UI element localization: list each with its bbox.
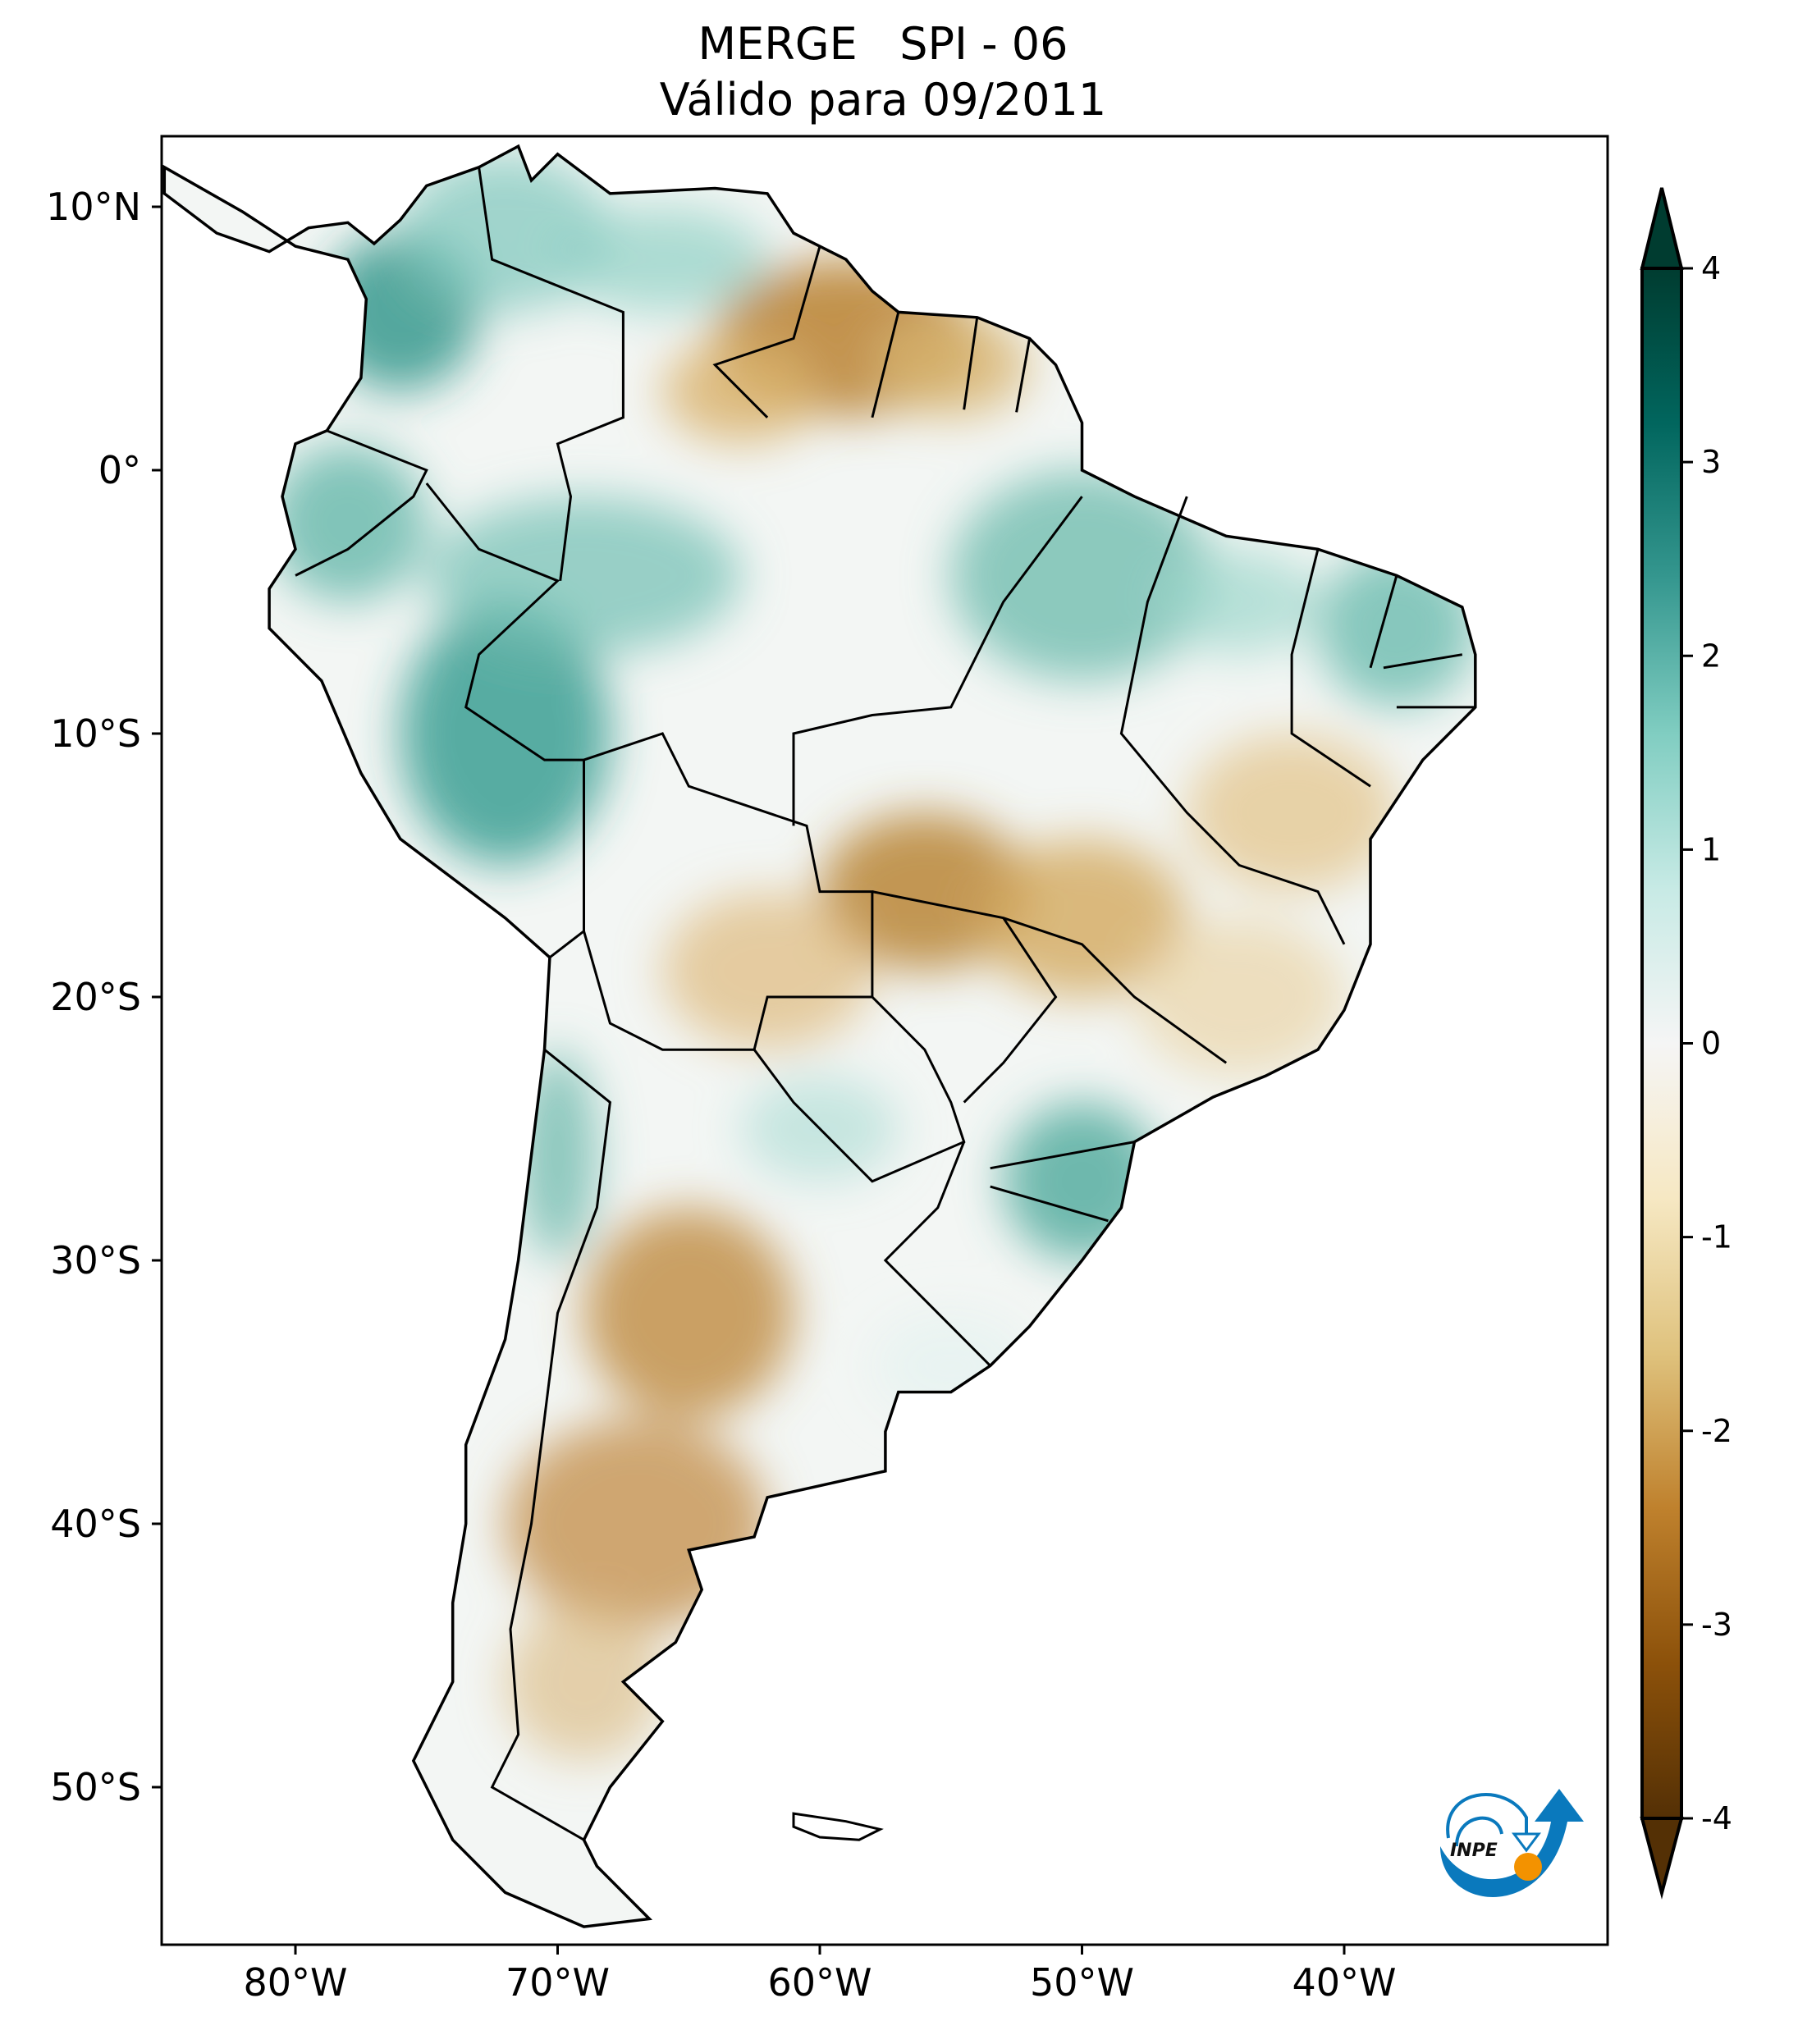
spi-anomaly-region <box>1187 734 1398 892</box>
logo-text: INPE <box>1450 1841 1498 1861</box>
country-border <box>990 1185 1109 1223</box>
chart-subtitle: Válido para 09/2011 <box>660 74 1106 126</box>
colorbar-tick-label: 2 <box>1701 638 1721 674</box>
x-tick-label: 80°W <box>243 1960 347 2005</box>
spi-anomaly-region <box>583 1208 794 1419</box>
y-axis: 10°N 0° 10°S 20°S 30°S 40°S 50°S <box>46 185 162 1809</box>
falkland-islands <box>792 1812 884 1841</box>
x-tick-label: 60°W <box>767 1960 872 2005</box>
country-border <box>1369 574 1398 669</box>
country-border <box>478 167 624 581</box>
colorbar-tick-label: -3 <box>1701 1607 1732 1643</box>
spi-anomaly-region <box>400 154 611 313</box>
colorbar-tick-label: -1 <box>1701 1219 1732 1255</box>
spi-anomaly-region <box>1160 549 1319 655</box>
country-border <box>963 317 979 410</box>
country-border <box>425 482 585 958</box>
country-border <box>1119 496 1346 945</box>
y-tick-label: 40°S <box>50 1502 141 1546</box>
inpe-logo: INPE <box>1440 1789 1584 1897</box>
coastline <box>162 144 1477 1928</box>
spi-anomaly-region <box>557 207 768 313</box>
colorbar-tick-label: -4 <box>1701 1800 1732 1836</box>
country-border <box>792 496 1083 826</box>
x-tick-label: 50°W <box>1030 1960 1134 2005</box>
x-tick-label: 40°W <box>1292 1960 1396 2005</box>
spi-anomaly-region <box>426 496 742 655</box>
plot-frame <box>160 135 1609 1946</box>
x-axis: 80°W 70°W 60°W 50°W 40°W <box>243 1945 1397 2005</box>
y-tick-label: 30°S <box>50 1238 141 1283</box>
country-border <box>295 429 428 577</box>
spi-anomaly-region <box>268 444 427 602</box>
y-tick-label: 0° <box>98 448 141 492</box>
chart-title: MERGE SPI - 06 <box>698 18 1068 70</box>
colorbar-tick-label: 1 <box>1701 831 1721 867</box>
x-tick-label: 70°W <box>506 1960 610 2005</box>
country-border <box>883 1141 991 1367</box>
colorbar-extend-min <box>1640 1817 1684 1900</box>
country-border <box>712 245 821 418</box>
spi-anomaly-region <box>1134 918 1345 1076</box>
country-borders <box>295 167 1475 1841</box>
country-border <box>871 312 900 418</box>
colorbar-gradient <box>1640 267 1683 1820</box>
country-border <box>963 917 1058 1104</box>
country-border <box>872 890 1228 1064</box>
colorbar-tick-label: 3 <box>1701 444 1721 480</box>
colorbar: 4 3 2 1 0 -1 -2 -3 -4 <box>1640 187 1732 1900</box>
spi-anomaly-region <box>662 891 873 1049</box>
spi-anomaly-region <box>950 470 1214 681</box>
y-tick-label: 50°S <box>50 1765 141 1809</box>
map-plot-area <box>160 135 1609 1946</box>
y-tick-label: 10°N <box>46 185 141 229</box>
spi-anomaly-region <box>505 1603 663 1761</box>
spi-anomaly-region <box>872 312 1030 418</box>
country-border <box>1383 653 1463 670</box>
country-border <box>990 1141 1135 1170</box>
colorbar-tick-label: 0 <box>1701 1026 1721 1062</box>
country-border <box>1015 338 1032 413</box>
colorbar-extend-max <box>1640 187 1684 270</box>
country-border <box>490 1049 611 1841</box>
country-border <box>1290 548 1371 788</box>
colorbar-tick-label: 4 <box>1701 250 1721 286</box>
y-tick-label: 20°S <box>50 975 141 1019</box>
country-border <box>583 732 874 1051</box>
y-tick-label: 10°S <box>50 711 141 756</box>
colorbar-tick-label: -2 <box>1701 1413 1732 1449</box>
